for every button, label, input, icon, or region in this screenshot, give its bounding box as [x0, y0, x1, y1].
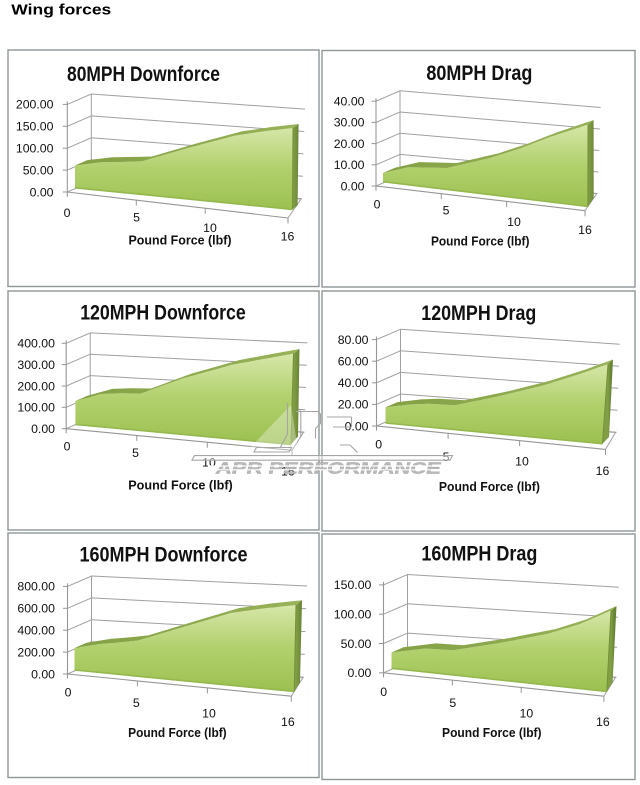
svg-text:150.00: 150.00 — [334, 578, 372, 592]
svg-text:Pound Force (lbf): Pound Force (lbf) — [129, 233, 232, 248]
svg-text:10: 10 — [202, 706, 216, 720]
svg-text:40.00: 40.00 — [334, 95, 365, 109]
svg-text:0.00: 0.00 — [345, 419, 369, 433]
svg-text:300.00: 300.00 — [17, 358, 55, 372]
svg-text:0.00: 0.00 — [31, 422, 55, 436]
svg-text:10: 10 — [507, 215, 521, 229]
svg-text:0: 0 — [380, 685, 387, 699]
svg-text:10: 10 — [520, 706, 534, 720]
svg-text:80MPH Drag: 80MPH Drag — [426, 61, 532, 85]
svg-text:5: 5 — [132, 446, 139, 460]
svg-text:120MPH Downforce: 120MPH Downforce — [80, 301, 246, 325]
svg-text:0: 0 — [65, 686, 72, 700]
svg-text:20.00: 20.00 — [338, 398, 369, 412]
svg-text:Pound Force (lbf): Pound Force (lbf) — [128, 478, 233, 493]
svg-text:APR PERFORMANCE: APR PERFORMANCE — [214, 460, 443, 478]
svg-text:16: 16 — [596, 715, 610, 729]
svg-text:60.00: 60.00 — [338, 355, 369, 369]
svg-text:5: 5 — [443, 203, 450, 217]
svg-text:100.00: 100.00 — [16, 142, 54, 156]
svg-text:Pound Force (lbf): Pound Force (lbf) — [128, 725, 227, 740]
svg-text:50.00: 50.00 — [341, 637, 372, 651]
svg-text:80.00: 80.00 — [338, 333, 369, 347]
svg-text:5: 5 — [133, 696, 140, 710]
svg-text:400.00: 400.00 — [17, 337, 55, 351]
svg-text:10.00: 10.00 — [334, 158, 365, 172]
svg-text:0.00: 0.00 — [347, 666, 371, 680]
svg-text:600.00: 600.00 — [17, 602, 55, 616]
svg-text:5: 5 — [133, 210, 140, 224]
svg-text:Pound Force (lbf): Pound Force (lbf) — [431, 234, 530, 249]
svg-text:16: 16 — [281, 464, 295, 478]
svg-text:0: 0 — [64, 206, 71, 220]
svg-text:40.00: 40.00 — [338, 376, 369, 390]
svg-text:Pound Force (lbf): Pound Force (lbf) — [442, 725, 542, 740]
svg-text:200.00: 200.00 — [17, 645, 55, 659]
svg-text:50.00: 50.00 — [23, 163, 54, 177]
svg-text:10: 10 — [203, 221, 217, 235]
svg-text:30.00: 30.00 — [334, 116, 365, 130]
svg-text:16: 16 — [281, 715, 295, 729]
svg-text:400.00: 400.00 — [17, 624, 55, 638]
svg-text:160MPH Downforce: 160MPH Downforce — [80, 543, 248, 567]
svg-text:10: 10 — [515, 454, 529, 468]
svg-text:150.00: 150.00 — [16, 120, 54, 134]
svg-text:Pound Force (lbf): Pound Force (lbf) — [439, 479, 540, 494]
svg-text:5: 5 — [449, 696, 456, 710]
svg-text:200.00: 200.00 — [16, 98, 54, 112]
svg-text:0: 0 — [64, 440, 71, 454]
svg-text:200.00: 200.00 — [17, 379, 55, 393]
svg-text:0.00: 0.00 — [341, 179, 365, 193]
svg-text:16: 16 — [281, 229, 295, 243]
svg-text:20.00: 20.00 — [334, 137, 365, 151]
svg-text:16: 16 — [596, 464, 610, 478]
svg-text:100.00: 100.00 — [334, 608, 372, 622]
svg-text:0: 0 — [375, 437, 382, 451]
svg-text:160MPH Drag: 160MPH Drag — [421, 542, 537, 566]
svg-text:120MPH Drag: 120MPH Drag — [421, 301, 536, 325]
svg-text:800.00: 800.00 — [17, 580, 55, 594]
svg-text:80MPH Downforce: 80MPH Downforce — [67, 62, 220, 86]
svg-text:16: 16 — [578, 223, 592, 237]
svg-text:100.00: 100.00 — [17, 401, 55, 415]
svg-text:0.00: 0.00 — [31, 667, 55, 681]
svg-text:0: 0 — [374, 197, 381, 211]
svg-text:Wing forces: Wing forces — [11, 3, 111, 19]
svg-text:0.00: 0.00 — [30, 185, 54, 199]
